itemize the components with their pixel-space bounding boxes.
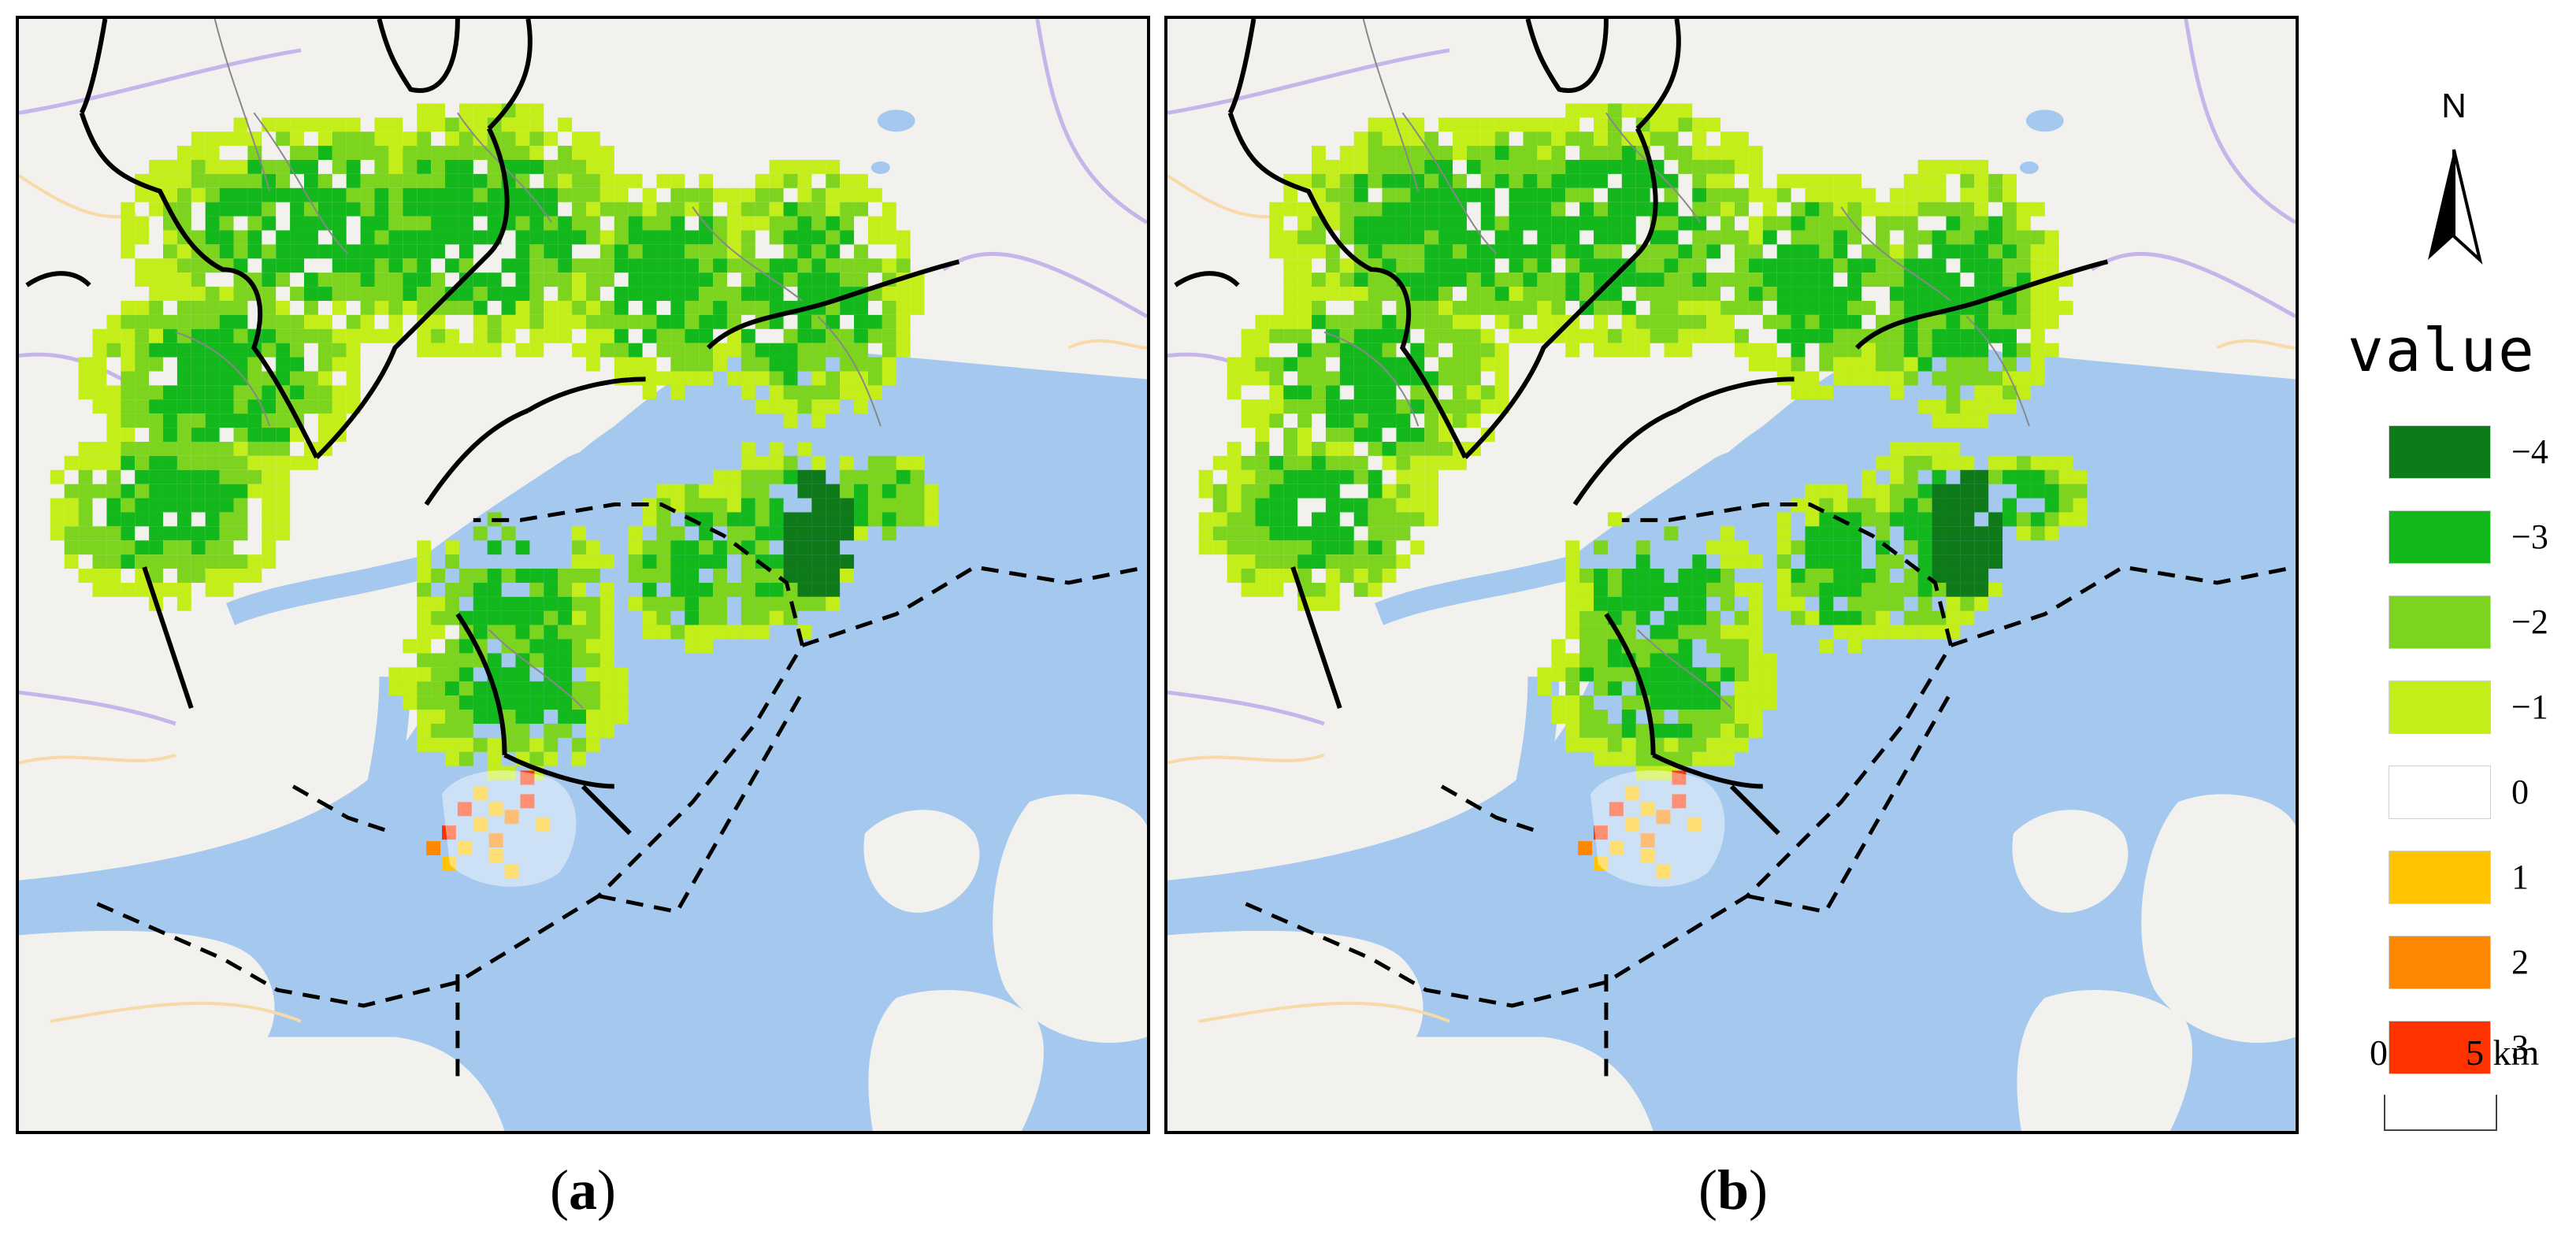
legend-swatch — [2389, 936, 2491, 989]
legend-row: 3 — [2389, 1021, 2570, 1074]
legend-row: −1 — [2389, 680, 2570, 734]
legend-swatch — [2389, 595, 2491, 649]
legend-row: −4 — [2389, 425, 2570, 479]
scale-end-label: 5 km — [2466, 1033, 2540, 1073]
north-label: N — [2441, 87, 2467, 125]
legend-label: −1 — [2511, 688, 2548, 726]
legend-swatch — [2389, 510, 2491, 564]
legend-title: value — [2348, 315, 2536, 385]
legend-label: 0 — [2511, 773, 2529, 811]
legend-swatch — [2389, 680, 2491, 734]
map-legend: N value −4 −3 −2 −1 0 1 2 3 0 5 km — [2332, 16, 2568, 1150]
scale-bar: 0 5 km — [2348, 1032, 2552, 1150]
legend-row: −2 — [2389, 595, 2570, 649]
map-panel-b[interactable] — [1164, 16, 2299, 1134]
legend-label: 2 — [2511, 943, 2529, 981]
caption-b: (b) — [1698, 1159, 1768, 1222]
legend-swatch — [2389, 1021, 2491, 1074]
map-canvas-b — [1167, 19, 2296, 1131]
legend-swatch — [2389, 851, 2491, 904]
scale-start-label: 0 — [2370, 1033, 2388, 1073]
north-arrow-icon — [2428, 149, 2483, 265]
legend-label: −4 — [2511, 432, 2548, 471]
legend-row: −3 — [2389, 510, 2570, 564]
map-panel-a[interactable] — [16, 16, 1150, 1134]
legend-row: 0 — [2389, 766, 2570, 819]
caption-a: (a) — [550, 1159, 616, 1222]
value-raster — [1198, 103, 2088, 879]
legend-swatch — [2389, 425, 2491, 479]
legend-row: 2 — [2389, 936, 2570, 989]
legend-label: −3 — [2511, 517, 2548, 556]
legend-label: 3 — [2511, 1028, 2529, 1066]
legend-label: −2 — [2511, 602, 2548, 641]
legend-swatch — [2389, 766, 2491, 819]
legend-label: 1 — [2511, 858, 2529, 896]
scale-line — [2384, 1095, 2497, 1131]
value-raster — [50, 103, 939, 879]
map-canvas-a — [19, 19, 1147, 1131]
legend-row: 1 — [2389, 851, 2570, 904]
